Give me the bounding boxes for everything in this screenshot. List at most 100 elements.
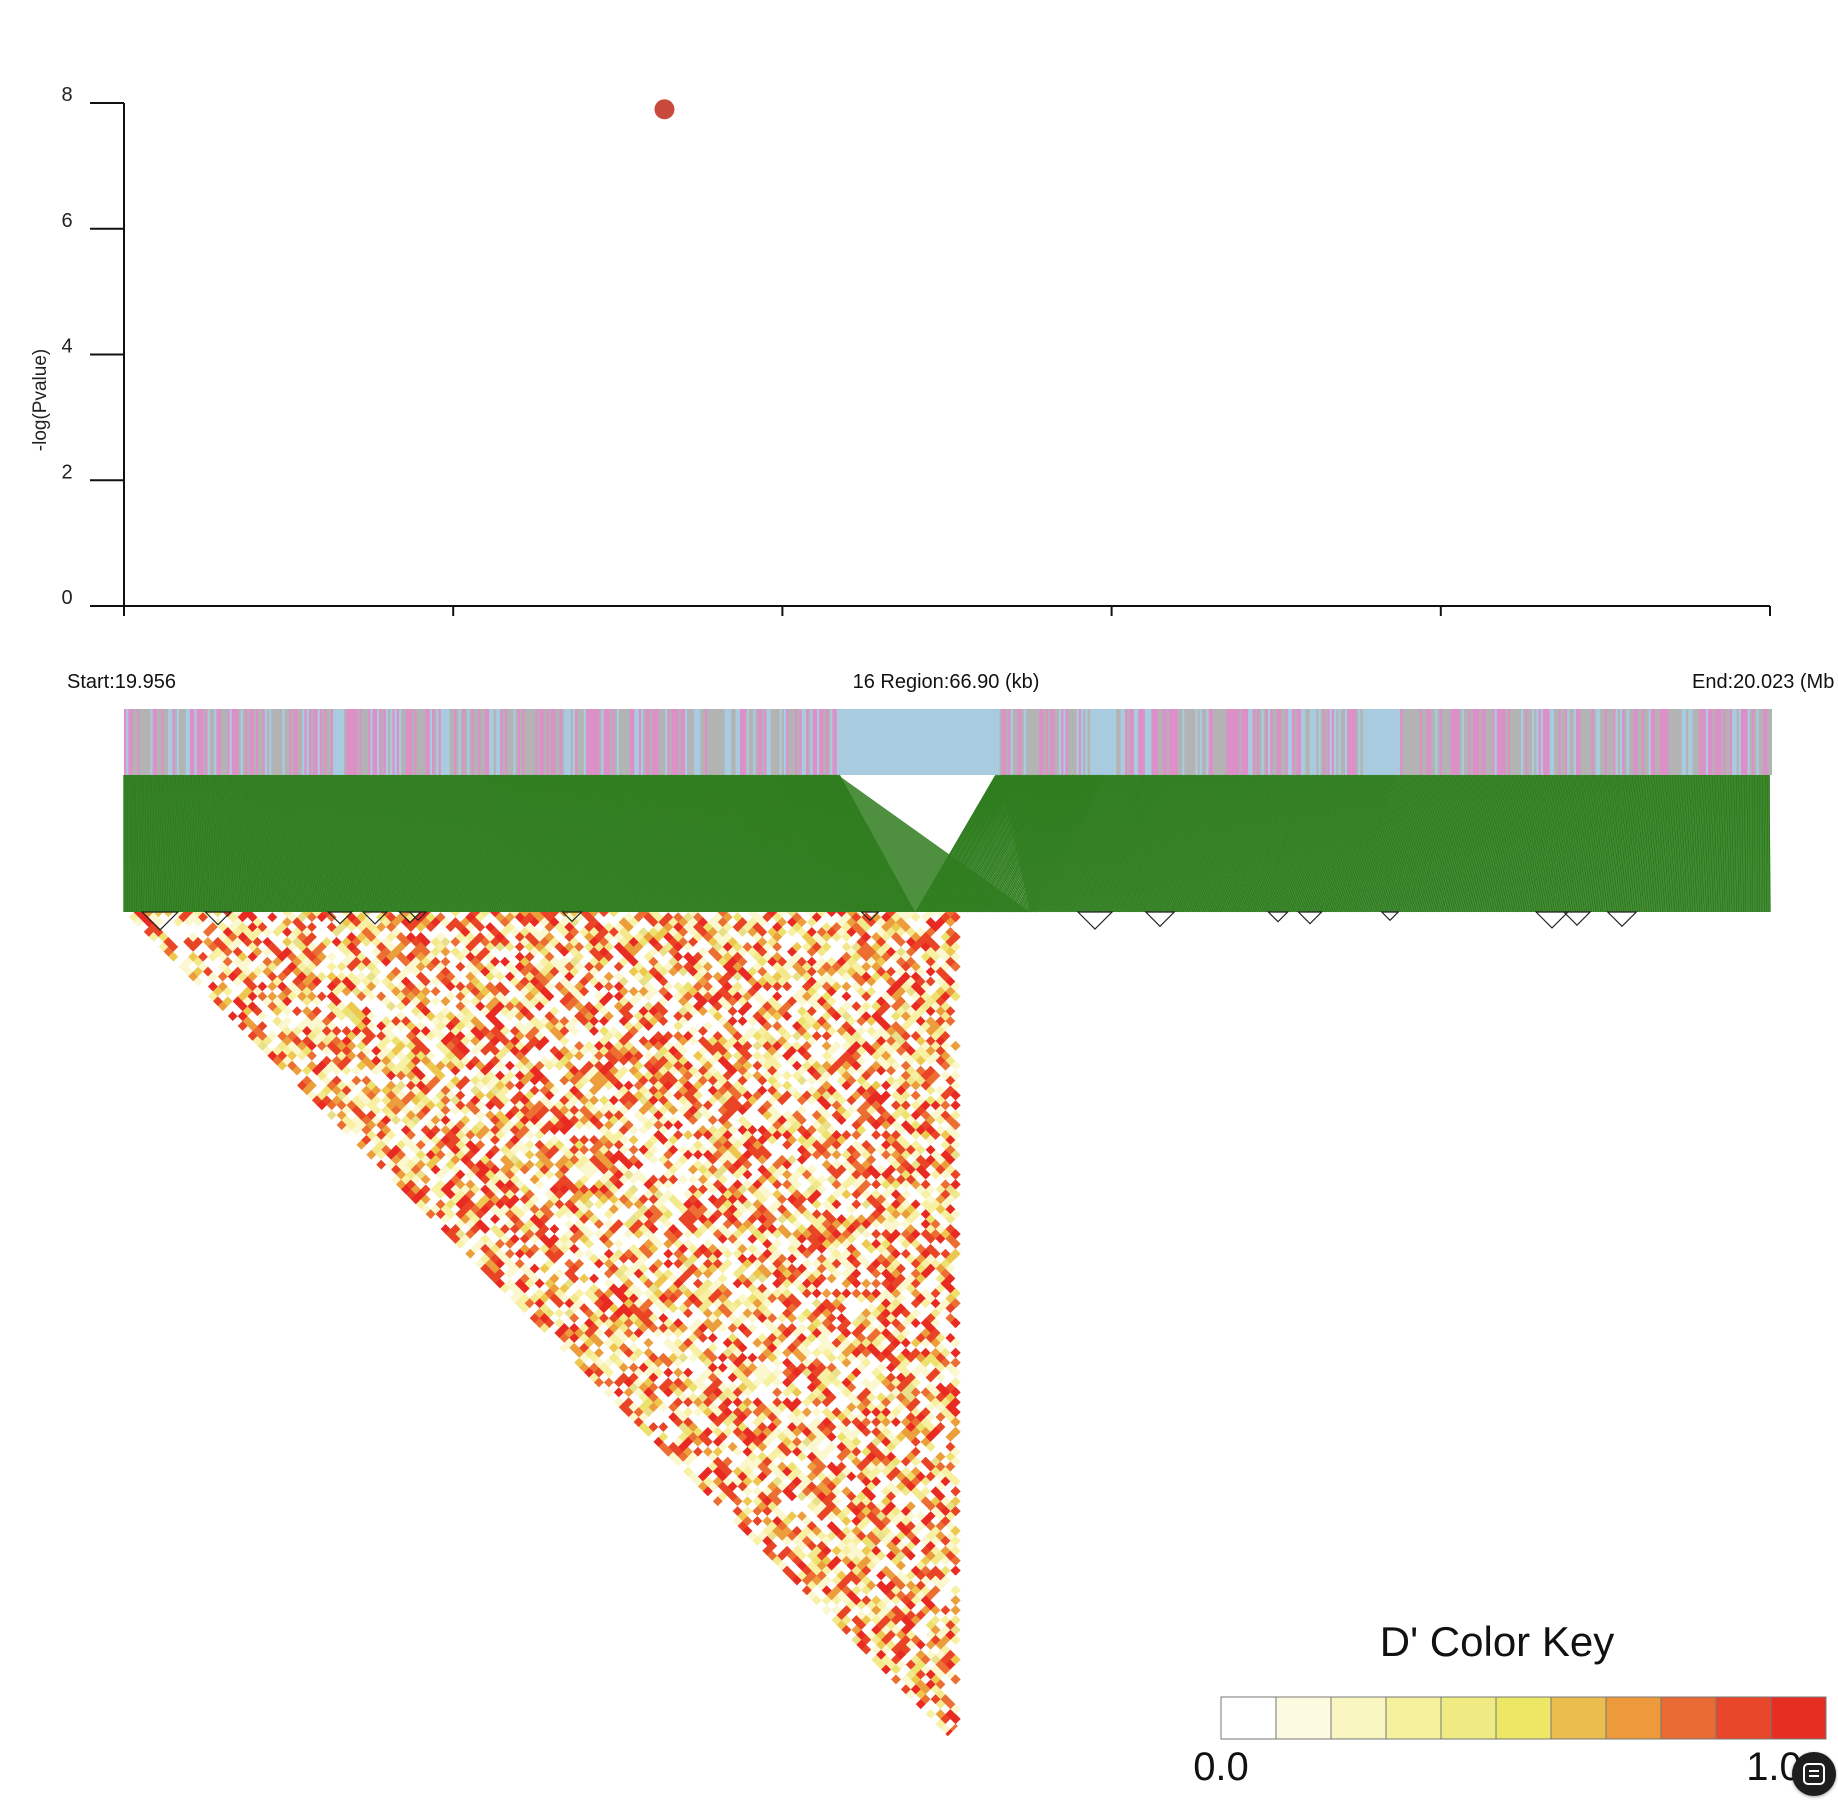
ld-cell (856, 214, 866, 224)
ld-cell (901, 328, 911, 338)
ld-cell (668, 551, 678, 561)
snp-track-mark (517, 709, 521, 775)
ld-cell (881, 368, 891, 378)
ld-cell (549, 521, 559, 531)
ld-cell (653, 486, 663, 496)
ld-cell (718, 392, 728, 402)
ld-cell (916, 372, 926, 382)
ld-cell (743, 437, 753, 447)
ld-cell (832, 358, 842, 368)
ld-cell (777, 283, 787, 293)
ld-cell (812, 328, 822, 338)
ld-cell (599, 491, 609, 501)
ld-cell (802, 387, 812, 397)
ld-cell (599, 699, 609, 709)
ld-cell (817, 264, 827, 274)
snp-track-mark (1202, 709, 1205, 775)
ld-cell (624, 457, 634, 467)
ld-cell (520, 620, 530, 630)
ld-cell (866, 293, 876, 303)
ld-cell (916, 135, 926, 145)
ld-cell (644, 417, 654, 427)
ld-cell (886, 224, 896, 234)
ld-cell (495, 595, 505, 605)
ld-cell (549, 570, 559, 580)
ld-cell (807, 293, 817, 303)
ld-cell (540, 699, 550, 709)
ld-cell (861, 407, 871, 417)
ld-cell (861, 368, 871, 378)
ld-cell (535, 575, 545, 585)
ld-cell (564, 684, 574, 694)
ld-cell (846, 204, 856, 214)
ld-cell (485, 665, 495, 675)
snp-track-mark (1708, 709, 1711, 775)
snp-track-mark (1294, 709, 1297, 775)
ld-cell (619, 561, 629, 571)
snp-track-mark (1142, 709, 1145, 775)
ld-cell (827, 382, 837, 392)
ld-cell (376, 684, 386, 694)
ld-cell (668, 412, 678, 422)
ld-cell (465, 585, 475, 595)
snp-track-mark (528, 709, 532, 775)
ld-cell (594, 516, 604, 526)
ld-cell (520, 541, 530, 551)
ld-cell (827, 353, 837, 363)
ld-cell (713, 387, 723, 397)
snp-track-mark (1312, 709, 1315, 775)
ld-cell (530, 640, 540, 650)
ld-cell (361, 699, 371, 709)
ld-cell (500, 590, 510, 600)
ld-cell (713, 447, 723, 457)
ld-cell (614, 437, 624, 447)
ld-cell (812, 377, 822, 387)
ld-cell (515, 684, 525, 694)
ld-cell (921, 358, 931, 368)
ld-cell (485, 575, 495, 585)
ld-cell (599, 511, 609, 521)
ld-cell (767, 471, 777, 481)
snp-track-mark (1406, 709, 1409, 775)
ld-cell (846, 244, 856, 254)
ld-cell (787, 402, 797, 412)
ld-cell (851, 288, 861, 298)
snp-track-mark (220, 709, 224, 775)
ld-cell (634, 506, 644, 516)
ld-cell (777, 412, 787, 422)
ld-cell (851, 417, 861, 427)
ld-cell (441, 669, 451, 679)
ld-cell (495, 645, 505, 655)
ld-cell (683, 397, 693, 407)
ld-cell (787, 412, 797, 422)
snp-track-mark (1356, 709, 1359, 775)
ld-cell (634, 635, 644, 645)
ld-cell (881, 239, 891, 249)
ld-cell (545, 486, 555, 496)
ld-cell (624, 506, 634, 516)
ld-cell (475, 684, 485, 694)
ld-cell (777, 353, 787, 363)
ld-cell (802, 368, 812, 378)
ld-cell (614, 595, 624, 605)
snp-track-mark (1248, 709, 1251, 775)
ld-cell (891, 377, 901, 387)
snp-track-mark (1144, 709, 1148, 775)
snp-track-mark (500, 709, 503, 775)
ld-cell (747, 412, 757, 422)
ld-cell (480, 620, 490, 630)
ld-cell (391, 699, 401, 709)
ld-cell (678, 432, 688, 442)
ld-cell (629, 610, 639, 620)
ld-cell (619, 442, 629, 452)
snp-track-mark (1032, 709, 1035, 775)
snp-track-mark (1129, 709, 1132, 775)
ld-cell (460, 699, 470, 709)
ld-cell (856, 442, 866, 452)
ld-cell (634, 546, 644, 556)
ld-cell (926, 343, 936, 353)
ld-cell (812, 476, 822, 486)
ld-cell (535, 684, 545, 694)
snp-track-mark (1635, 709, 1638, 775)
ld-cell (673, 575, 683, 585)
